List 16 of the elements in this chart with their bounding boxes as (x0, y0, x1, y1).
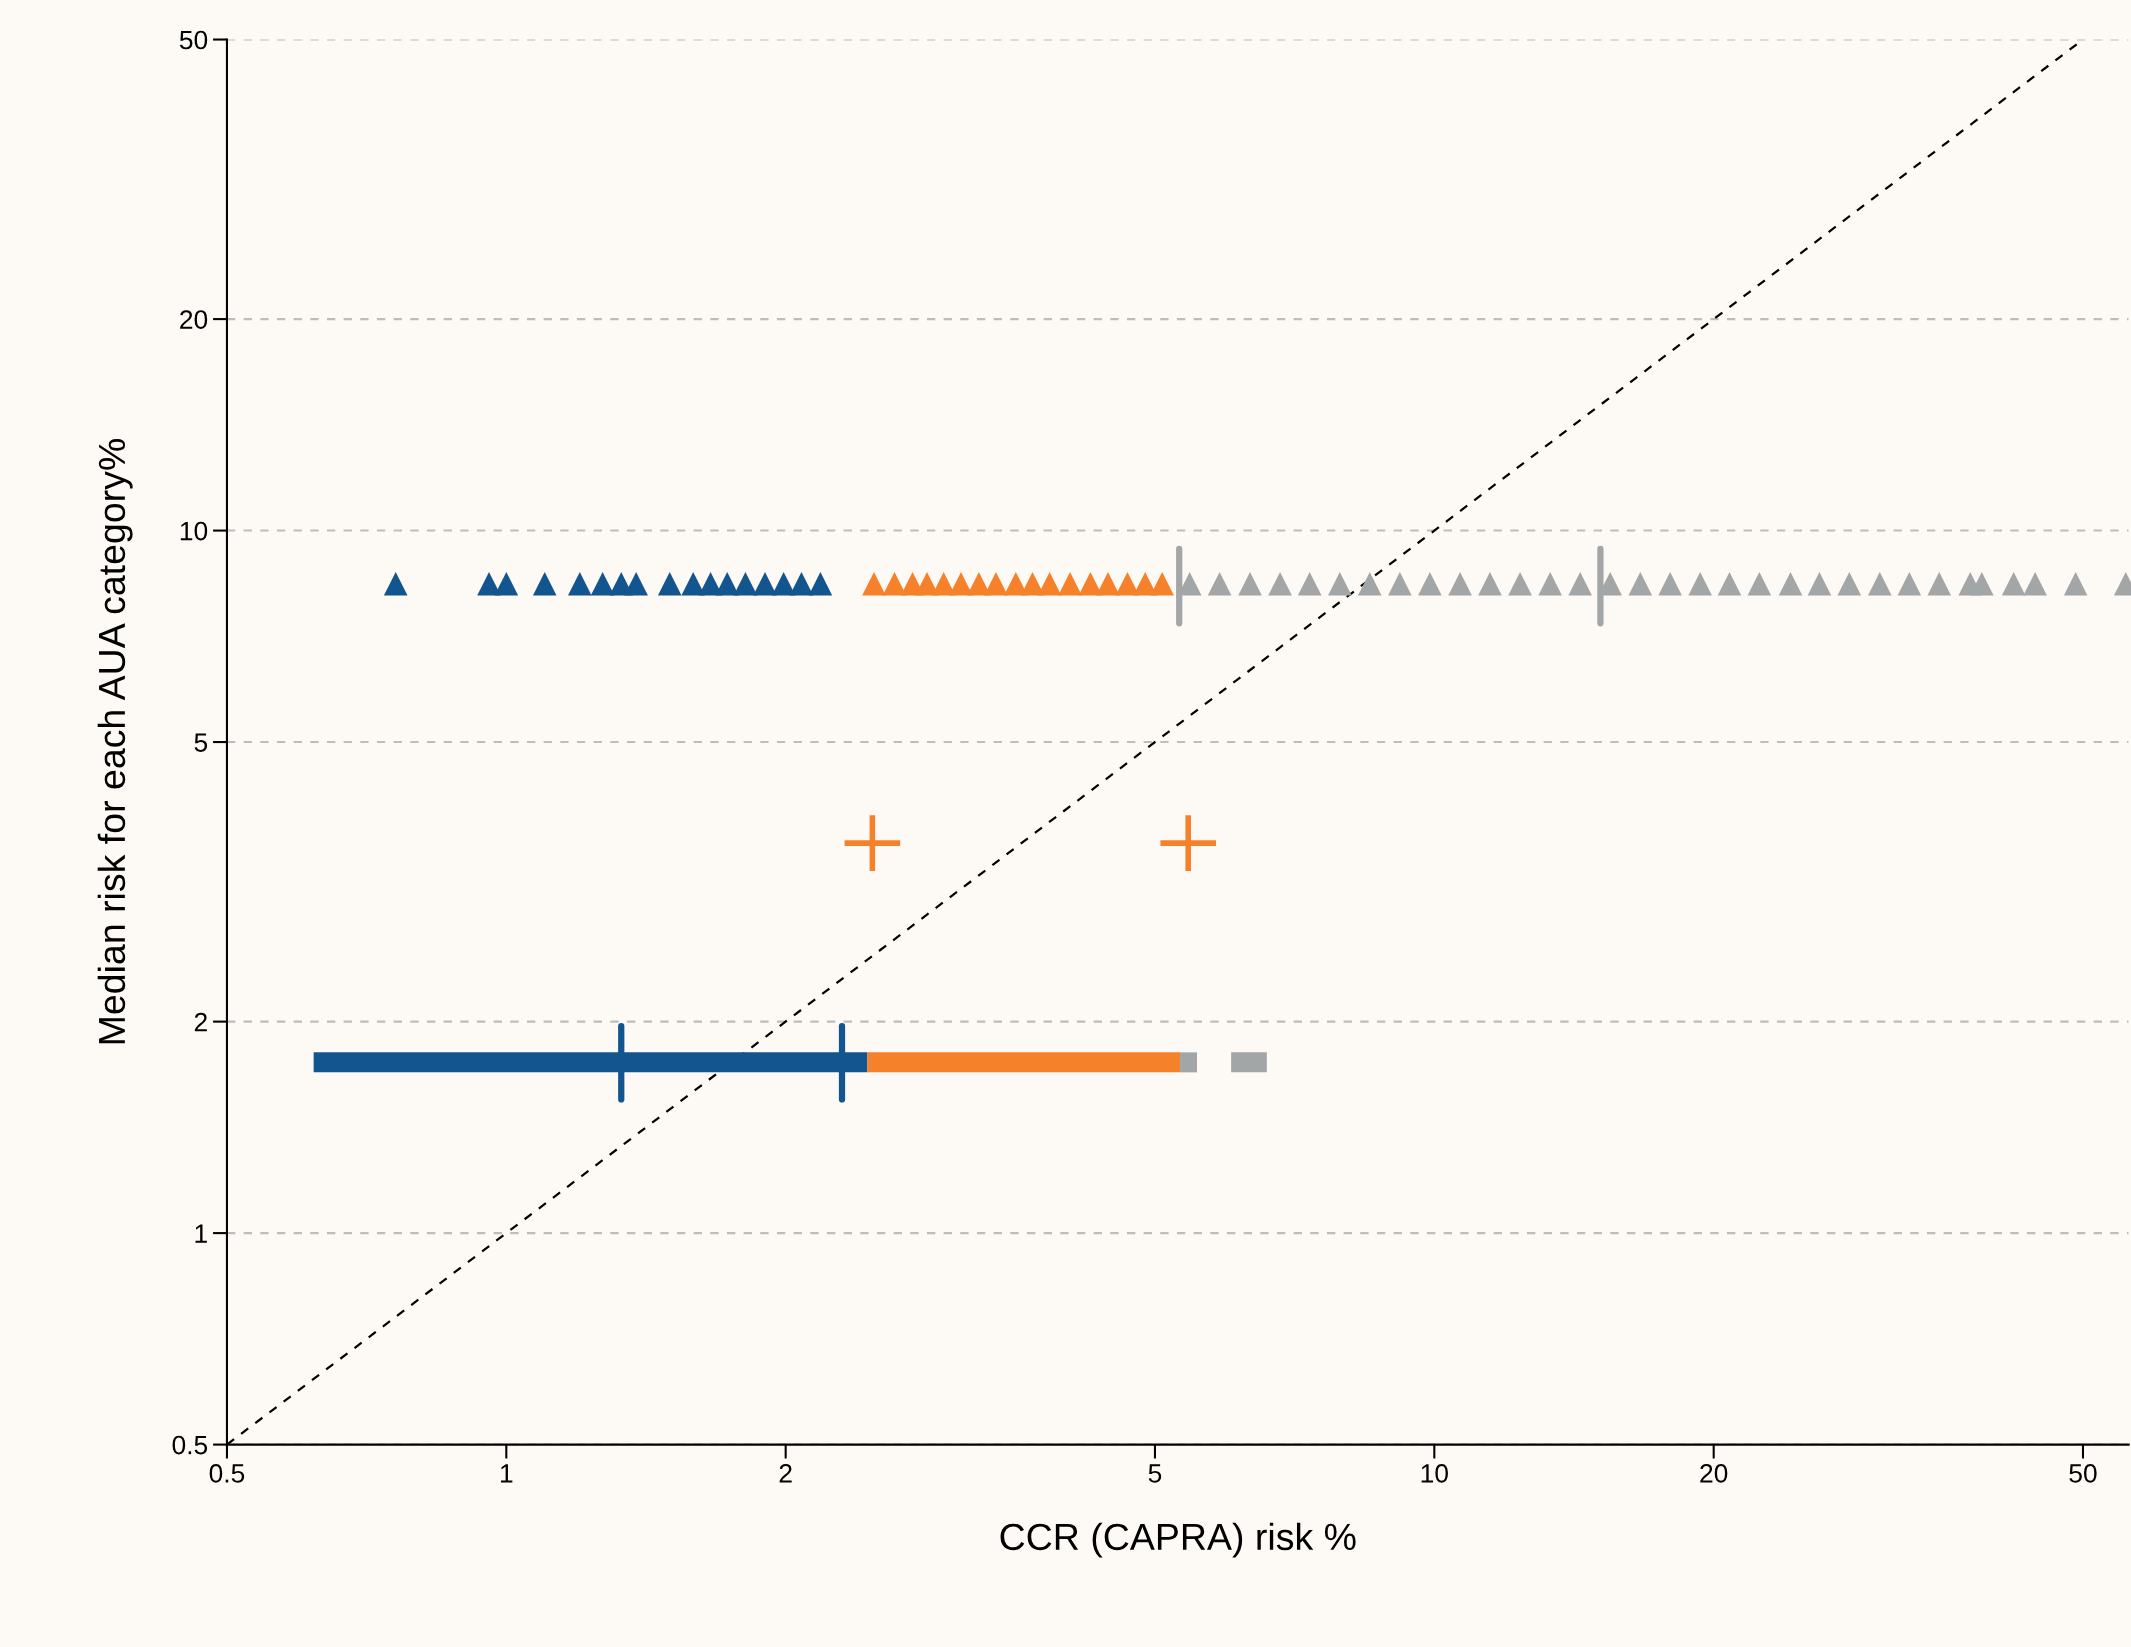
y-tick-label: 5 (194, 733, 208, 752)
x-axis-title: CCR (CAPRA) risk % (1000, 1522, 1356, 1558)
x-tick-label: 20 (1700, 1464, 1728, 1483)
y-tick-label: 50 (179, 30, 208, 50)
x-tick-label: 10 (1421, 1464, 1448, 1483)
y-tick-label: 0.5 (172, 1435, 208, 1455)
y-axis-title: Median risk for each AUA category% (97, 439, 133, 1044)
y-tick-label: 10 (180, 521, 208, 541)
x-tick-label: 2 (779, 1464, 792, 1483)
x-tick-label: 1 (500, 1464, 513, 1483)
y-tick-label: 20 (180, 310, 208, 329)
x-tick-label: 0.5 (209, 1464, 245, 1483)
x-tick-label: 50 (2069, 1464, 2097, 1483)
y-tick-label: 2 (194, 1012, 207, 1032)
y-tick-label: 1 (195, 1224, 207, 1243)
x-tick-label: 5 (1148, 1464, 1162, 1483)
